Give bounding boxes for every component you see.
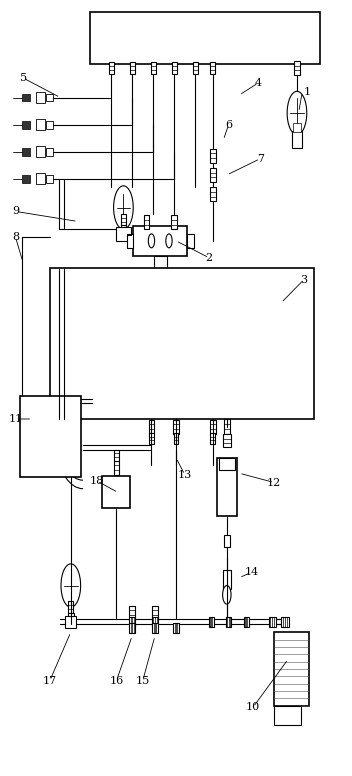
Bar [37,120,45,130]
Bar [129,617,135,626]
Bar [222,570,231,590]
Bar [209,617,214,626]
Text: 13: 13 [178,469,192,480]
Text: 12: 12 [267,477,281,487]
Bar [217,458,237,516]
Text: 9: 9 [12,206,19,217]
Bar [46,94,53,102]
Bar [133,226,187,255]
Bar [68,612,74,623]
Bar [114,449,119,461]
Bar [174,433,178,444]
Text: 15: 15 [136,676,150,686]
Bar [20,396,81,477]
Bar [219,458,234,470]
Bar [193,62,198,74]
Bar [210,149,216,163]
Text: 17: 17 [43,676,57,686]
Bar [121,225,126,236]
Bar [210,168,216,182]
Bar [37,92,45,103]
Bar [144,215,150,229]
Bar [50,268,314,419]
Bar [294,61,300,75]
Bar [23,175,31,182]
Circle shape [166,234,172,248]
Circle shape [222,586,231,605]
Bar [23,121,31,129]
Bar [130,623,135,632]
Text: 16: 16 [109,676,124,686]
Text: 14: 14 [244,567,258,577]
Bar [224,419,230,435]
Text: 7: 7 [257,154,264,164]
Bar [293,123,301,133]
Bar [171,215,177,229]
Bar [210,433,215,444]
Bar [274,632,309,705]
Text: 5: 5 [20,73,27,83]
Text: 10: 10 [246,702,260,712]
Bar [173,420,179,434]
Bar [269,616,276,627]
Bar [37,147,45,158]
Bar [130,62,134,74]
Bar [223,435,231,447]
Bar [46,148,53,156]
Bar [46,175,53,182]
Bar [224,535,230,547]
Bar [210,187,216,201]
Bar [121,213,126,226]
Text: 1: 1 [304,87,311,97]
Bar [152,617,158,626]
Bar [226,617,231,626]
Bar [129,605,135,619]
Text: 4: 4 [255,78,262,88]
Bar [152,623,158,632]
Bar [173,623,179,632]
Bar [127,234,133,248]
Bar [210,420,216,434]
Bar [23,148,31,156]
Bar [274,705,301,725]
Circle shape [148,234,155,248]
Bar [154,255,166,302]
Bar [149,433,154,444]
Bar [292,131,302,148]
Circle shape [287,92,307,135]
Bar [102,476,131,508]
Bar [149,420,154,434]
Text: 8: 8 [12,232,19,242]
Bar [151,62,156,74]
Bar [152,605,158,619]
Circle shape [61,564,81,607]
Bar [114,461,119,475]
Bar [68,601,73,613]
Bar [210,62,215,74]
Bar [46,121,53,129]
Text: 11: 11 [8,414,23,424]
Bar [109,62,114,74]
Bar [187,234,194,248]
Bar [281,616,289,627]
Bar [65,615,76,628]
Text: 6: 6 [225,120,232,130]
Text: 2: 2 [206,253,213,263]
Bar [37,173,45,184]
Bar [90,12,320,64]
Text: 18: 18 [90,476,104,486]
Circle shape [114,185,133,229]
Bar [23,94,31,102]
Bar [172,62,177,74]
Bar [244,617,249,626]
Bar [116,227,131,241]
Text: 3: 3 [300,275,308,285]
